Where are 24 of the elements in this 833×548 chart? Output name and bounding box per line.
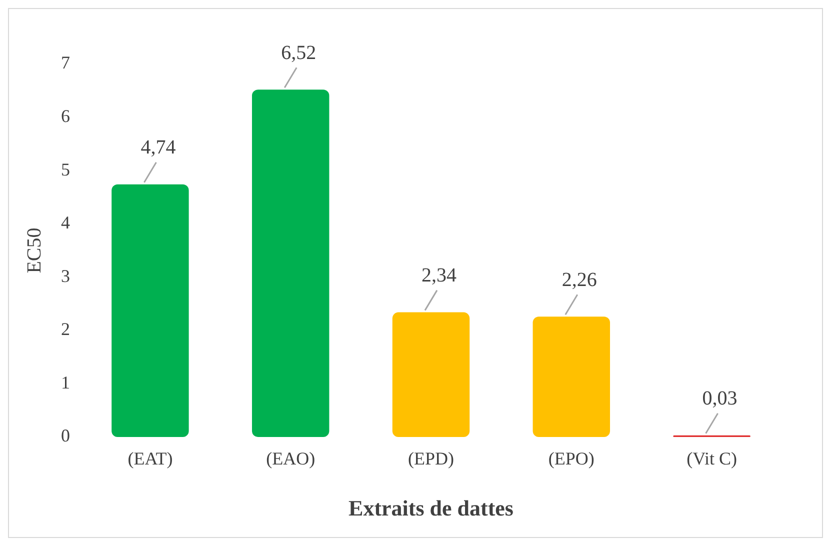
x-tick-label: (EPD) — [408, 448, 454, 469]
y-tick-label: 1 — [61, 372, 70, 392]
data-label: 2,34 — [422, 264, 456, 287]
data-label: 6,52 — [281, 42, 316, 64]
x-tick-label: (EAO) — [266, 448, 316, 469]
y-tick-label: 5 — [61, 159, 70, 180]
data-label: 4,74 — [140, 136, 176, 159]
y-axis-title: EC50 — [23, 228, 46, 274]
bar — [252, 90, 330, 437]
data-label: 2,26 — [562, 268, 597, 291]
bar — [532, 316, 610, 437]
y-tick-label: 2 — [61, 319, 70, 340]
y-tick-label: 6 — [61, 106, 70, 126]
y-tick-label: 7 — [61, 52, 70, 73]
x-tick-label: (Vit C) — [686, 448, 738, 469]
y-tick-label: 3 — [61, 266, 70, 286]
data-label: 0,03 — [702, 388, 738, 410]
y-tick-label: 4 — [61, 212, 70, 233]
x-axis-title: Extraits de dattes — [348, 495, 514, 520]
y-tick-label: 0 — [61, 426, 70, 446]
bar — [392, 312, 470, 437]
x-tick-label: (EPO) — [548, 448, 594, 469]
x-tick-label: (EAT) — [128, 448, 173, 469]
bar — [112, 184, 189, 437]
